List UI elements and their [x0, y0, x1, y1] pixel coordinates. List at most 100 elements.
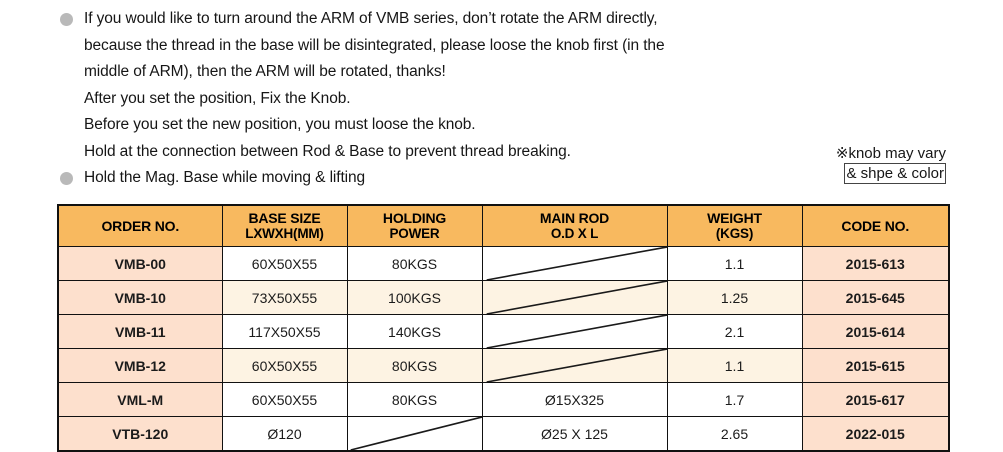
note-line: Before you set the new position, you mus…	[60, 112, 780, 139]
cell-order-no: VTB-120	[57, 416, 223, 452]
cell-main-rod-text: Ø15X325	[544, 391, 605, 408]
note-bullet-slot	[60, 59, 84, 86]
cell-base-size-text: 60X50X55	[251, 255, 318, 272]
note-text: middle of ARM), then the ARM will be rot…	[84, 63, 446, 80]
not-applicable-slash-icon	[483, 247, 667, 280]
cell-main-rod: Ø25 X 125	[481, 416, 668, 452]
knob-note-line-1: ※knob may vary	[835, 145, 946, 162]
column-header-main: WEIGHT	[707, 210, 762, 226]
cell-holding-power: 80KGS	[346, 382, 483, 417]
cell-main-rod	[481, 246, 668, 281]
cell-main-rod-text: Ø25 X 125	[541, 425, 608, 442]
cell-base-size-text: 60X50X55	[251, 391, 318, 408]
note-text: After you set the position, Fix the Knob…	[84, 89, 351, 107]
table-row: VMB-12 60X50X55 80KGS 1.1 2015-615	[57, 348, 950, 383]
cell-weight-text: 2.1	[724, 323, 745, 340]
cell-holding-power: 80KGS	[346, 348, 483, 383]
note-text: If you would like to turn around the ARM…	[84, 10, 658, 27]
cell-weight: 2.65	[666, 416, 803, 452]
cell-holding-power-text: 80KGS	[391, 391, 438, 408]
not-applicable-slash-icon	[483, 315, 667, 348]
column-header-main: MAIN ROD	[539, 210, 610, 226]
not-applicable-slash-icon	[483, 349, 667, 382]
note-text: Hold the Mag. Base while moving & liftin…	[84, 169, 366, 186]
cell-base-size: 60X50X55	[221, 382, 348, 417]
cell-order-no: VMB-10	[57, 280, 223, 315]
cell-code-no-text: 2022-015	[845, 425, 905, 442]
bullet-circle-icon	[60, 12, 73, 26]
column-header-sub: POWER	[389, 226, 440, 241]
cell-order-no: VML-M	[57, 382, 223, 417]
note-bullet-slot	[60, 33, 84, 60]
table-row: VML-M 60X50X55 80KGS Ø15X325 1.7 2015-617	[57, 382, 950, 417]
cell-order-no-text: VMB-12	[114, 357, 166, 374]
table-row: VTB-120 Ø120 Ø25 X 125 2.65 2022-015	[57, 416, 950, 452]
note-bullet-slot	[60, 6, 84, 33]
notes-block: If you would like to turn around the ARM…	[60, 6, 780, 192]
cell-main-rod	[481, 280, 668, 315]
note-text: because the thread in the base will be d…	[84, 36, 665, 54]
column-header-order: ORDER NO.	[57, 204, 223, 247]
column-header-code: CODE NO.	[801, 204, 950, 247]
column-header-sub: (KGS)	[715, 226, 754, 241]
cell-weight: 1.7	[666, 382, 803, 417]
table-row: VMB-00 60X50X55 80KGS 1.1 2015-613	[57, 246, 950, 281]
cell-holding-power: 100KGS	[346, 280, 483, 315]
cell-code-no: 2015-617	[801, 382, 950, 417]
cell-weight-text: 1.1	[724, 357, 745, 374]
cell-order-no: VMB-12	[57, 348, 223, 383]
cell-order-no-text: VML-M	[117, 391, 164, 408]
cell-holding-power-text: 80KGS	[391, 357, 438, 374]
cell-code-no: 2015-613	[801, 246, 950, 281]
note-line: Hold the Mag. Base while moving & liftin…	[60, 165, 780, 192]
cell-code-no: 2022-015	[801, 416, 950, 452]
cell-code-no-text: 2015-613	[845, 255, 905, 272]
cell-code-no-text: 2015-645	[845, 289, 905, 306]
cell-main-rod	[481, 348, 668, 383]
cell-code-no: 2015-614	[801, 314, 950, 349]
note-bullet-slot	[60, 165, 84, 192]
note-bullet-slot	[60, 139, 84, 166]
cell-base-size: 117X50X55	[221, 314, 348, 349]
column-header-main: ORDER NO.	[101, 218, 180, 234]
cell-code-no: 2015-615	[801, 348, 950, 383]
specification-table-container: ORDER NO. BASE SIZE LXWXH(MM) HOLDING POWER M…	[57, 204, 950, 452]
cell-weight-text: 1.25	[720, 289, 749, 306]
cell-code-no-text: 2015-617	[845, 391, 905, 408]
cell-weight-text: 1.1	[724, 255, 745, 272]
cell-weight-text: 1.7	[724, 391, 745, 408]
table-row: VMB-10 73X50X55 100KGS 1.25 2015-645	[57, 280, 950, 315]
note-line: If you would like to turn around the ARM…	[60, 6, 780, 33]
cell-weight-text: 2.65	[720, 425, 749, 442]
cell-order-no-text: VMB-10	[114, 289, 166, 306]
not-applicable-slash-icon	[483, 281, 667, 314]
note-bullet-slot	[60, 112, 84, 139]
cell-base-size: 60X50X55	[221, 246, 348, 281]
note-line: middle of ARM), then the ARM will be rot…	[60, 59, 780, 86]
cell-base-size: 60X50X55	[221, 348, 348, 383]
cell-base-size-text: 60X50X55	[251, 357, 318, 374]
cell-holding-power-text: 140KGS	[388, 323, 441, 340]
cell-base-size: 73X50X55	[221, 280, 348, 315]
cell-code-no: 2015-645	[801, 280, 950, 315]
note-line: Hold at the connection between Rod & Bas…	[60, 139, 780, 166]
cell-holding-power: 140KGS	[346, 314, 483, 349]
note-line: because the thread in the base will be d…	[60, 33, 780, 60]
cell-base-size-text: Ø120	[267, 425, 302, 442]
cell-base-size: Ø120	[221, 416, 348, 452]
column-header-main: CODE NO.	[841, 218, 910, 234]
note-text: Hold at the connection between Rod & Bas…	[84, 142, 571, 160]
cell-order-no-text: VTB-120	[112, 425, 169, 442]
note-text: Before you set the new position, you mus…	[84, 116, 476, 133]
column-header-sub: LXWXH(MM)	[245, 226, 324, 241]
cell-weight: 1.25	[666, 280, 803, 315]
knob-note-line-2: & shpe & color	[844, 163, 946, 184]
bullet-circle-icon	[60, 171, 73, 185]
cell-order-no-text: VMB-11	[114, 323, 166, 340]
column-header-rod: MAIN ROD O.D X L	[481, 204, 668, 247]
table-header-row: ORDER NO. BASE SIZE LXWXH(MM) HOLDING POWER M…	[57, 204, 950, 247]
cell-base-size-text: 117X50X55	[248, 323, 321, 340]
cell-main-rod: Ø15X325	[481, 382, 668, 417]
column-header-weight: WEIGHT (KGS)	[666, 204, 803, 247]
cell-weight: 1.1	[666, 246, 803, 281]
